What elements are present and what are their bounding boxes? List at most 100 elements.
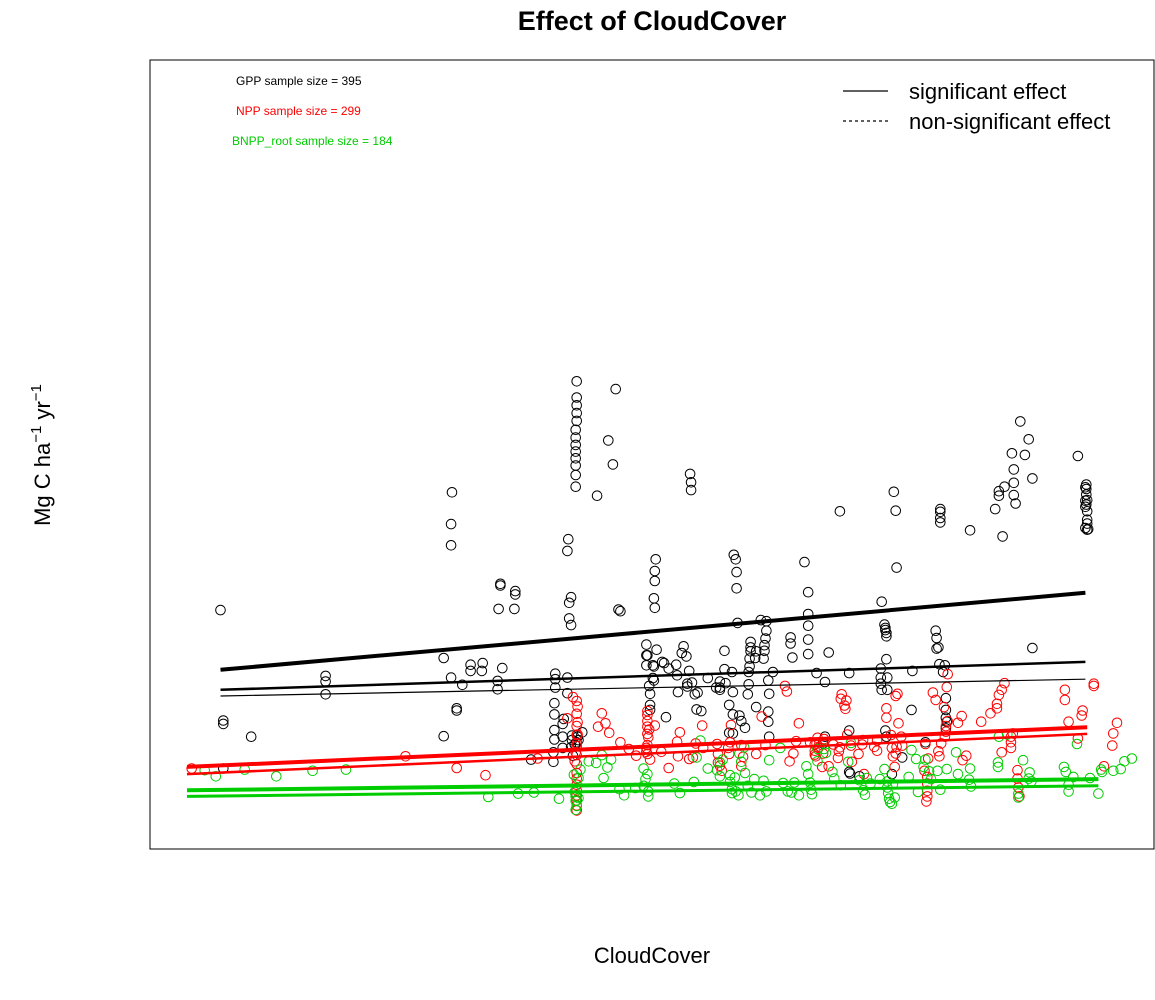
data-point-s0-50: [562, 545, 573, 557]
fit-lines: [186, 590, 1099, 798]
data-point-s0-58: [570, 432, 582, 443]
data-point-s0-75: [603, 435, 614, 446]
data-point-s0-39: [550, 668, 561, 680]
data-point-s0-202: [890, 505, 902, 517]
data-point-s0-254: [1080, 482, 1091, 493]
data-point-s1-118: [890, 690, 902, 702]
data-point-s0-18: [465, 659, 476, 671]
data-point-s2-136: [1126, 753, 1138, 764]
data-point-s0-61: [571, 407, 583, 419]
data-point-s0-93: [649, 602, 661, 614]
data-point-s0-55: [570, 453, 582, 464]
data-point-s0-118: [696, 705, 707, 717]
data-point-s1-148: [985, 708, 996, 719]
data-point-s2-14: [571, 800, 583, 812]
data-point-s0-89: [648, 661, 660, 672]
data-point-s2-31: [642, 768, 653, 780]
data-point-s1-153: [996, 684, 1008, 696]
data-point-s2-74: [812, 743, 823, 755]
data-point-s0-155: [759, 639, 770, 651]
chart-title: Effect of CloudCover: [518, 6, 787, 36]
data-point-s0-156: [760, 633, 771, 644]
data-point-s0-142: [743, 679, 755, 690]
data-point-s0-48: [565, 591, 577, 603]
data-point-s0-25: [495, 578, 506, 590]
data-point-s0-180: [843, 766, 855, 778]
data-point-s1-69: [736, 761, 747, 772]
data-point-s0-211: [933, 642, 944, 653]
data-point-s1-165: [1063, 716, 1074, 728]
data-point-s0-195: [881, 653, 892, 665]
data-point-s0-49: [565, 619, 577, 631]
data-point-s0-36: [549, 697, 560, 709]
data-point-s0-154: [759, 645, 770, 657]
data-point-s1-149: [996, 747, 1008, 758]
data-point-s0-107: [681, 651, 692, 662]
data-point-s0-205: [907, 665, 918, 677]
data-point-s2-106: [935, 784, 946, 796]
legend-label-significant: significant effect: [909, 79, 1066, 104]
data-point-s0-9: [438, 652, 450, 664]
data-point-s0-215: [935, 503, 946, 515]
data-point-s2-118: [1013, 788, 1024, 799]
data-point-s1-111: [881, 712, 892, 724]
data-point-s2-68: [801, 761, 812, 772]
fit-line-2: [220, 678, 1086, 697]
data-point-s0-249: [1081, 494, 1093, 506]
data-point-s0-104: [672, 686, 684, 698]
data-point-s0-201: [888, 486, 900, 498]
data-point-s1-47: [649, 720, 661, 731]
data-point-s0-149: [749, 652, 761, 664]
data-point-s1-98: [840, 703, 851, 715]
data-point-s0-226: [993, 490, 1005, 502]
data-point-s0-125: [719, 645, 730, 657]
data-point-s0-250: [1081, 483, 1092, 495]
data-point-s1-7: [571, 695, 583, 707]
data-point-s1-42: [642, 709, 653, 721]
data-point-s0-188: [876, 684, 888, 696]
data-point-s1-135: [935, 738, 947, 749]
data-point-s0-148: [745, 636, 756, 648]
data-point-s2-28: [638, 763, 649, 774]
data-point-s1-44: [643, 724, 655, 735]
data-point-s1-56: [696, 720, 708, 731]
data-point-s2-88: [879, 763, 890, 775]
data-point-s0-98: [656, 656, 668, 668]
fit-line-5: [186, 777, 1099, 793]
data-point-s1-159: [1012, 764, 1023, 776]
data-point-s0-230: [1010, 498, 1021, 509]
data-point-s2-54: [739, 767, 751, 779]
data-point-s0-153: [758, 653, 769, 664]
data-point-s1-144: [956, 710, 968, 722]
data-point-s0-54: [570, 460, 582, 471]
data-point-s2-103: [923, 766, 935, 777]
data-point-s0-12: [445, 518, 457, 530]
data-point-s1-8: [571, 708, 583, 720]
annotation-gpp: GPP sample size = 395: [236, 74, 362, 88]
annotation-bnpp-root: BNPP_root sample size = 184: [232, 134, 393, 148]
data-point-s0-87: [644, 688, 656, 700]
data-point-s2-133: [1108, 765, 1119, 777]
data-point-s0-26: [497, 662, 508, 674]
data-point-s2-13: [570, 795, 582, 807]
data-point-s0-106: [678, 641, 689, 652]
data-point-s0-172: [802, 634, 814, 645]
data-point-s0-37: [550, 682, 561, 693]
y-axis-label-mid: yr: [30, 401, 55, 425]
data-point-s1-82: [809, 749, 821, 760]
data-point-s0-116: [691, 704, 702, 715]
data-point-s2-5: [340, 764, 352, 775]
data-point-s0-193: [881, 627, 892, 639]
data-point-s2-22: [598, 772, 609, 784]
data-point-s0-235: [1019, 449, 1031, 461]
data-point-s2-132: [1096, 766, 1108, 778]
data-point-s0-51: [563, 533, 574, 545]
data-point-s0-20: [477, 657, 489, 669]
data-point-s1-141: [938, 701, 950, 713]
data-point-s0-150: [750, 646, 762, 657]
data-point-s1-143: [952, 717, 964, 729]
data-point-s2-83: [857, 785, 869, 796]
data-point-s2-39: [702, 763, 714, 774]
data-point-s0-44: [562, 687, 573, 699]
data-point-s1-31: [603, 727, 615, 739]
